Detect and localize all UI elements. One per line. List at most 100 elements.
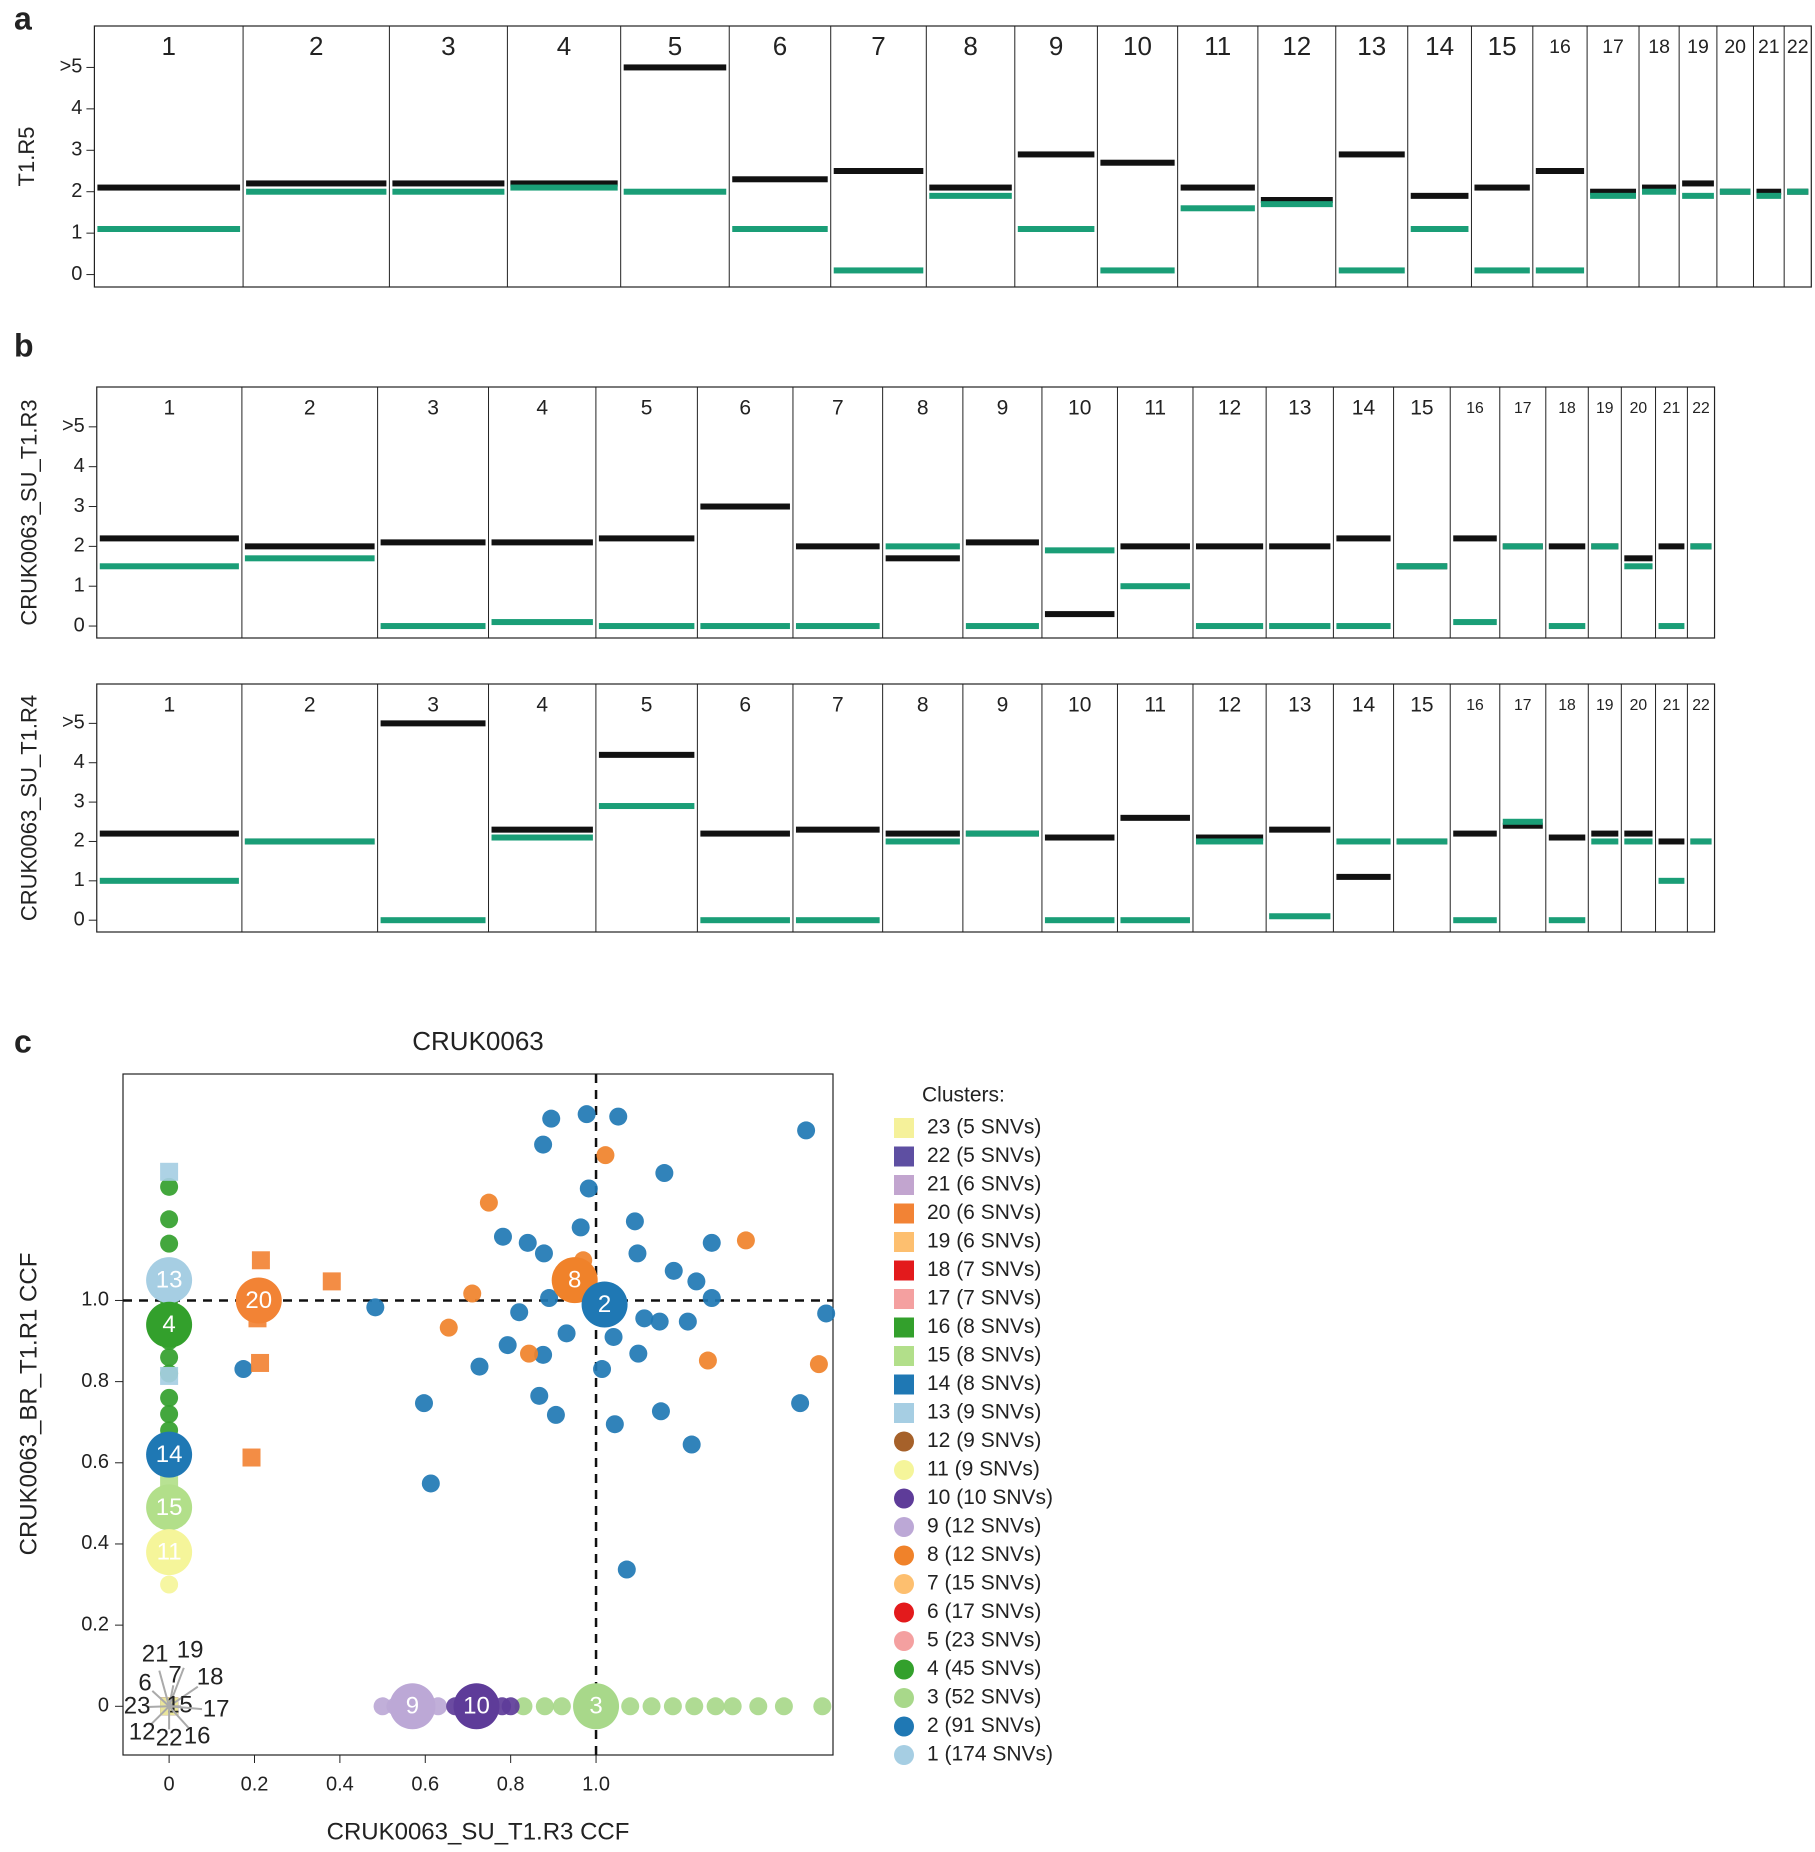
- point: [593, 1360, 612, 1379]
- chromosome-label: 13: [1288, 397, 1311, 420]
- segment: [99, 535, 239, 542]
- segment: [1474, 267, 1530, 274]
- legend-marker: [894, 1374, 914, 1395]
- y-tick-label: 1: [74, 574, 85, 596]
- segment: [99, 563, 239, 570]
- point: [160, 1177, 179, 1196]
- legend-marker: [894, 1574, 914, 1594]
- cluster-label: 10: [463, 1693, 490, 1720]
- segment: [700, 503, 790, 510]
- chromosome-label: 11: [1144, 694, 1166, 717]
- chromosome-label: 4: [536, 694, 548, 717]
- segment: [1120, 814, 1190, 821]
- chromosome-label: 1: [162, 31, 176, 61]
- segment: [1453, 830, 1497, 837]
- legend-marker: [894, 1688, 914, 1708]
- segment: [380, 539, 486, 546]
- segment: [1269, 543, 1331, 550]
- segment: [1590, 188, 1637, 195]
- point: [479, 1193, 498, 1212]
- legend-marker: [894, 1517, 914, 1537]
- segment: [1044, 917, 1115, 924]
- segment: [491, 539, 593, 546]
- chromosome-label: 20: [1630, 697, 1648, 714]
- segment: [1548, 543, 1586, 550]
- legend-label: 8 (12 SNVs): [927, 1543, 1041, 1566]
- x-tick-label: 0.6: [411, 1773, 439, 1795]
- legend-marker: [894, 1460, 914, 1480]
- point: [514, 1697, 533, 1716]
- legend-label: 18 (7 SNVs): [927, 1258, 1041, 1281]
- chromosome-label: 9: [1049, 31, 1063, 61]
- segment: [1017, 226, 1095, 232]
- segment: [1180, 184, 1255, 191]
- legend-label: 23 (5 SNVs): [927, 1116, 1041, 1139]
- chromosome-label: 12: [1218, 694, 1241, 717]
- cluster-centroid: [573, 1683, 620, 1730]
- segment: [246, 180, 387, 187]
- segment: [623, 64, 727, 71]
- segment: [700, 830, 790, 837]
- segment: [97, 226, 241, 232]
- chromosome-label: 5: [641, 397, 653, 420]
- chromosome-label: 16: [1466, 400, 1484, 417]
- point: [366, 1298, 385, 1317]
- point: [542, 1109, 561, 1128]
- point: [736, 1231, 755, 1250]
- chromosome-label: 3: [427, 397, 439, 420]
- cluster-centroid: [146, 1301, 193, 1348]
- segment: [598, 803, 695, 810]
- chromosome-label: 14: [1352, 694, 1376, 717]
- segment: [929, 184, 1012, 191]
- point: [604, 1327, 623, 1346]
- segment: [1195, 623, 1264, 630]
- segment: [1690, 838, 1712, 845]
- cluster-centroid: [235, 1277, 282, 1324]
- chromosome-label: 1: [163, 694, 175, 717]
- chromosome-label: 11: [1204, 31, 1231, 61]
- origin-cluster-label: 5: [179, 1692, 192, 1719]
- cluster-label: 15: [156, 1494, 183, 1521]
- legend-label: 16 (8 SNVs): [927, 1315, 1041, 1338]
- segment: [732, 226, 828, 232]
- point: [749, 1697, 768, 1716]
- point: [160, 1162, 179, 1181]
- segment: [510, 184, 618, 191]
- point: [617, 1560, 636, 1579]
- chromosome-label: 2: [304, 397, 316, 420]
- chromosome-label: 15: [1410, 397, 1433, 420]
- cluster-centroid: [146, 1431, 193, 1478]
- chromosome-label: 14: [1425, 31, 1454, 61]
- chromosome-label: 10: [1068, 694, 1091, 717]
- cluster-centroid: [146, 1484, 193, 1531]
- point: [651, 1402, 670, 1421]
- chromosome-label: 2: [304, 694, 316, 717]
- segment: [1719, 188, 1751, 195]
- label-leader: [168, 1685, 199, 1708]
- legend-label: 5 (23 SNVs): [927, 1629, 1041, 1652]
- segment: [1269, 826, 1331, 833]
- point: [242, 1448, 261, 1467]
- x-tick-label: 0.8: [497, 1773, 525, 1795]
- plot-frame: [93, 25, 1812, 288]
- segment: [732, 176, 828, 183]
- point: [493, 1227, 512, 1246]
- segment: [795, 826, 880, 833]
- cluster-label: 14: [156, 1441, 183, 1468]
- point: [629, 1344, 648, 1363]
- cluster-label: 2: [598, 1291, 611, 1318]
- point: [774, 1697, 793, 1716]
- point: [687, 1272, 706, 1291]
- point: [817, 1304, 836, 1323]
- segment: [598, 623, 695, 630]
- segment: [885, 555, 960, 562]
- cluster-label: 9: [406, 1693, 419, 1720]
- segment: [1548, 834, 1586, 841]
- origin-cluster-label: 22: [156, 1725, 183, 1752]
- chromosome-label: 18: [1648, 36, 1670, 58]
- y-tick-label: 4: [74, 751, 85, 773]
- point: [596, 1146, 615, 1165]
- chromosome-label: 3: [441, 31, 455, 61]
- panel-label: a: [14, 0, 32, 36]
- point: [628, 1244, 647, 1263]
